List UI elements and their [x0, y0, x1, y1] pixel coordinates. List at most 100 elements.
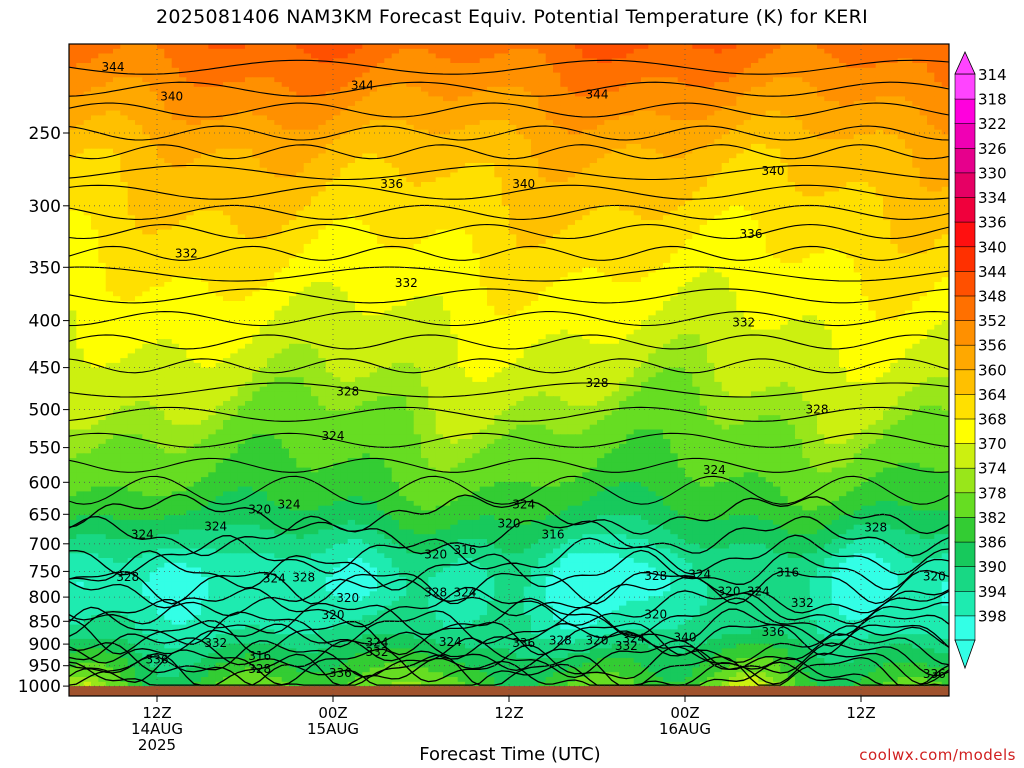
shade-cell	[817, 110, 825, 116]
shade-cell	[868, 158, 877, 164]
shade-cell	[223, 53, 231, 59]
shade-cell	[655, 96, 664, 102]
shade-cell	[98, 148, 107, 155]
shade-cell	[164, 58, 173, 64]
shade-cell	[135, 167, 143, 174]
shade-cell	[362, 48, 371, 55]
shade-cell	[589, 82, 598, 88]
shade-cell	[465, 139, 473, 145]
shade-cell	[582, 77, 591, 83]
shade-cell	[516, 196, 525, 202]
shade-cell	[391, 124, 400, 131]
shade-cell	[655, 182, 664, 188]
shade-cell	[120, 58, 129, 64]
shade-cell	[230, 134, 239, 140]
shade-cell	[179, 101, 187, 107]
shade-cell	[743, 96, 752, 102]
shade-cell	[259, 229, 268, 235]
shade-cell	[582, 143, 591, 150]
shade-cell	[538, 110, 547, 116]
shade-cell	[516, 44, 525, 50]
shade-cell	[333, 139, 341, 145]
shade-cell	[384, 205, 393, 212]
shade-cell	[340, 44, 349, 50]
shade-cell	[355, 215, 363, 221]
shade-cell	[897, 148, 906, 155]
shade-cell	[157, 143, 165, 150]
shade-cell	[127, 234, 136, 240]
shade-cell	[340, 53, 349, 59]
shade-cell	[919, 48, 928, 55]
shade-cell	[677, 220, 686, 226]
shade-cell	[575, 158, 583, 164]
shade-cell	[861, 134, 869, 140]
shade-cell	[912, 115, 921, 121]
shade-cell	[648, 196, 657, 202]
shade-cell	[347, 201, 356, 207]
shade-cell	[567, 186, 576, 193]
shade-cell	[76, 72, 85, 78]
shade-cell	[479, 239, 488, 245]
shade-cell	[457, 77, 466, 83]
shade-cell	[919, 120, 928, 126]
shade-cell	[509, 82, 517, 88]
shade-cell	[817, 124, 825, 131]
shade-cell	[934, 91, 943, 97]
shade-cell	[780, 105, 789, 112]
shade-cell	[809, 224, 818, 231]
shade-cell	[223, 91, 231, 97]
shade-cell	[296, 77, 305, 83]
shade-cell	[105, 177, 114, 183]
shade-cell	[443, 82, 451, 88]
shade-cell	[531, 115, 539, 121]
shade-cell	[802, 120, 811, 126]
shade-cell	[494, 58, 503, 64]
shade-cell	[912, 205, 921, 212]
shade-cell	[435, 220, 444, 226]
shade-cell	[648, 86, 657, 93]
shade-cell	[318, 48, 327, 55]
shade-cell	[120, 167, 129, 174]
shade-cell	[868, 172, 877, 178]
shade-cell	[905, 139, 913, 145]
shade-cell	[553, 143, 561, 150]
shade-cell	[69, 63, 77, 69]
shade-cell	[157, 72, 165, 78]
shade-cell	[743, 77, 752, 83]
shade-cell	[597, 115, 605, 121]
shade-cell	[868, 210, 877, 216]
shade-cell	[655, 177, 664, 183]
shade-cell	[369, 167, 378, 174]
shade-cell	[245, 124, 253, 131]
shade-cell	[98, 224, 107, 231]
shade-cell	[120, 229, 129, 235]
shade-cell	[98, 220, 107, 226]
shade-cell	[501, 139, 510, 145]
shade-cell	[897, 143, 906, 150]
shade-cell	[729, 172, 737, 178]
shade-cell	[655, 124, 664, 131]
shade-cell	[721, 96, 730, 102]
shade-cell	[186, 172, 195, 178]
shade-cell	[567, 139, 576, 145]
shade-cell	[215, 124, 224, 131]
shade-cell	[560, 96, 569, 102]
shade-cell	[296, 210, 305, 216]
shade-cell	[516, 167, 525, 174]
shade-cell	[384, 63, 393, 69]
shade-cell	[758, 167, 767, 174]
shade-cell	[120, 139, 129, 145]
shade-cell	[538, 115, 547, 121]
shade-cell	[611, 58, 620, 64]
shade-cell	[399, 186, 407, 193]
shade-cell	[428, 163, 437, 169]
shade-cell	[721, 201, 730, 207]
shade-cell	[142, 91, 151, 97]
shade-cell	[934, 153, 943, 159]
shade-cell	[817, 191, 825, 197]
shade-cell	[494, 143, 503, 150]
shade-cell	[487, 120, 495, 126]
shade-cell	[729, 134, 737, 140]
shade-cell	[83, 229, 92, 235]
shade-cell	[208, 148, 217, 155]
